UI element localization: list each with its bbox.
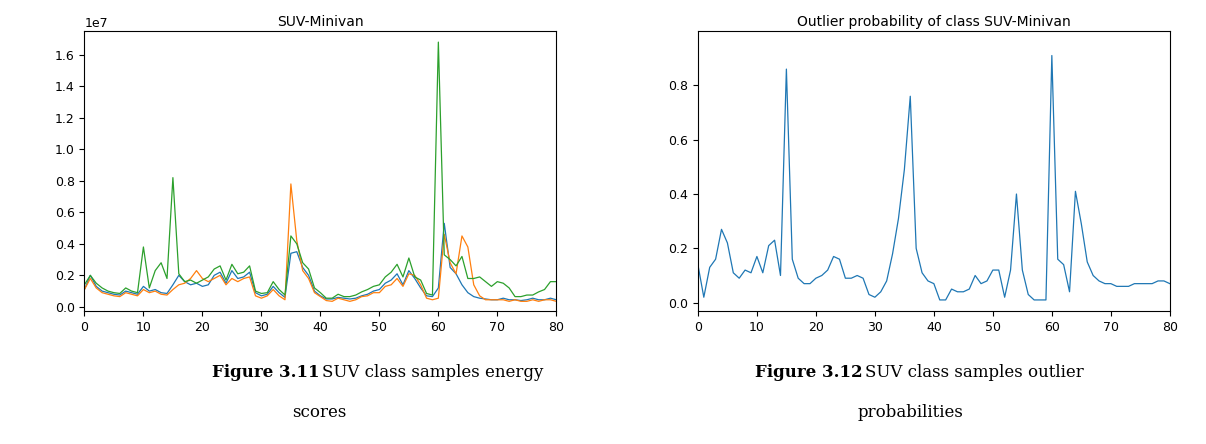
Text: scores: scores — [292, 404, 347, 421]
Text: SUV class samples energy: SUV class samples energy — [322, 364, 544, 381]
Title: SUV-Minivan: SUV-Minivan — [277, 15, 364, 28]
Text: Figure 3.11: Figure 3.11 — [212, 364, 320, 381]
Title: Outlier probability of class SUV-Minivan: Outlier probability of class SUV-Minivan — [797, 15, 1071, 28]
Text: SUV class samples outlier: SUV class samples outlier — [865, 364, 1083, 381]
Text: probabilities: probabilities — [857, 404, 964, 421]
Text: Figure 3.12: Figure 3.12 — [755, 364, 862, 381]
